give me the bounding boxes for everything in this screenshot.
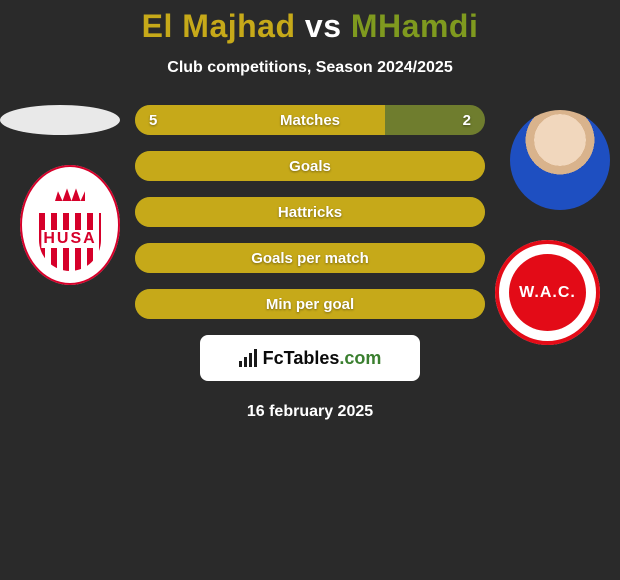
subtitle: Club competitions, Season 2024/2025: [0, 59, 620, 77]
husa-crown-icon: [55, 187, 85, 201]
club-right-badge: W.A.C.: [495, 240, 600, 345]
content: HUSA W.A.C. 52Matches Goals Hattricks Goals…: [0, 105, 620, 421]
stat-row: 52Matches: [135, 105, 485, 135]
stat-label: Goals: [135, 151, 485, 181]
stat-row: Goals: [135, 151, 485, 181]
stat-row: Min per goal: [135, 289, 485, 319]
chart-icon: [239, 349, 257, 367]
fctables-logo[interactable]: FcTables.com: [200, 335, 420, 381]
stat-label: Goals per match: [135, 243, 485, 273]
wac-label: W.A.C.: [519, 284, 576, 302]
stat-label: Min per goal: [135, 289, 485, 319]
stat-label: Matches: [135, 105, 485, 135]
player2-avatar: [510, 110, 610, 210]
stat-row: Goals per match: [135, 243, 485, 273]
husa-label: HUSA: [41, 230, 98, 248]
logo-text: FcTables.com: [263, 348, 382, 369]
date-label: 16 february 2025: [0, 403, 620, 421]
club-left-badge: HUSA: [20, 165, 120, 285]
header: El Majhad vs MHamdi Club competitions, S…: [0, 0, 620, 77]
player1-name: El Majhad: [142, 8, 296, 44]
stat-row: Hattricks: [135, 197, 485, 227]
stat-label: Hattricks: [135, 197, 485, 227]
player2-name: MHamdi: [351, 8, 478, 44]
player1-avatar: [0, 105, 120, 135]
stats-bars: 52Matches Goals Hattricks Goals per match Mi…: [135, 105, 485, 319]
page-title: El Majhad vs MHamdi: [0, 8, 620, 45]
vs-label: vs: [305, 8, 342, 44]
